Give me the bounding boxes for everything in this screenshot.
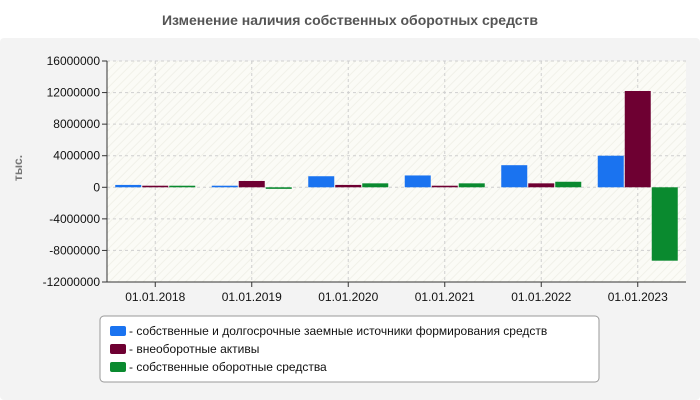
x-axis-ticks: 01.01.2018 01.01.2019 01.01.2020 01.01.2021… [125, 282, 668, 304]
y-tick-label: -8000000 [49, 243, 100, 257]
legend-box [99, 315, 600, 383]
bar [362, 183, 389, 188]
bar [142, 185, 169, 188]
y-tick-label: -4000000 [49, 212, 100, 226]
bar [555, 181, 582, 188]
y-tick-label: 12000000 [47, 86, 101, 100]
x-tick-label: 01.01.2018 [125, 290, 185, 304]
bar [115, 184, 142, 188]
bar [238, 180, 265, 188]
y-tick-label: 8000000 [53, 117, 100, 131]
x-tick-label: 01.01.2023 [608, 290, 668, 304]
chart-title: Изменение наличия собственных оборотных … [162, 12, 538, 28]
x-tick-label: 01.01.2019 [222, 290, 282, 304]
legend-entry: - собственные и долгосрочные заемные ист… [129, 324, 547, 338]
bar [458, 183, 485, 188]
bar [211, 185, 238, 188]
y-axis-ticks: 16000000 12000000 8000000 4000000 0 -4000000 -… [43, 54, 107, 289]
legend: - собственные и долгосрочные заемные ист… [110, 324, 547, 374]
bar [528, 183, 555, 188]
bar [335, 184, 362, 188]
legend-entry: - внеоборотные активы [129, 342, 259, 356]
plot-area [107, 61, 686, 282]
bar [597, 155, 624, 188]
y-tick-label: 4000000 [53, 149, 100, 163]
bars [115, 90, 678, 261]
bar [624, 90, 651, 188]
legend-swatch [110, 344, 126, 354]
x-tick-label: 01.01.2022 [511, 290, 571, 304]
legend-swatch [110, 362, 126, 372]
y-tick-label: 16000000 [47, 54, 101, 68]
bar [308, 176, 335, 188]
bar [431, 185, 458, 188]
x-tick-label: 01.01.2020 [318, 290, 378, 304]
bar [265, 187, 292, 189]
bar [651, 187, 678, 261]
bar [501, 165, 528, 188]
x-tick-label: 01.01.2021 [415, 290, 475, 304]
bar [404, 175, 431, 188]
y-tick-label: -12000000 [43, 275, 101, 289]
legend-swatch [110, 326, 126, 336]
bar [169, 185, 196, 188]
y-tick-label: 0 [93, 180, 100, 194]
y-axis-label: тыс. [11, 155, 25, 181]
legend-entry: - собственные оборотные средства [129, 360, 327, 374]
